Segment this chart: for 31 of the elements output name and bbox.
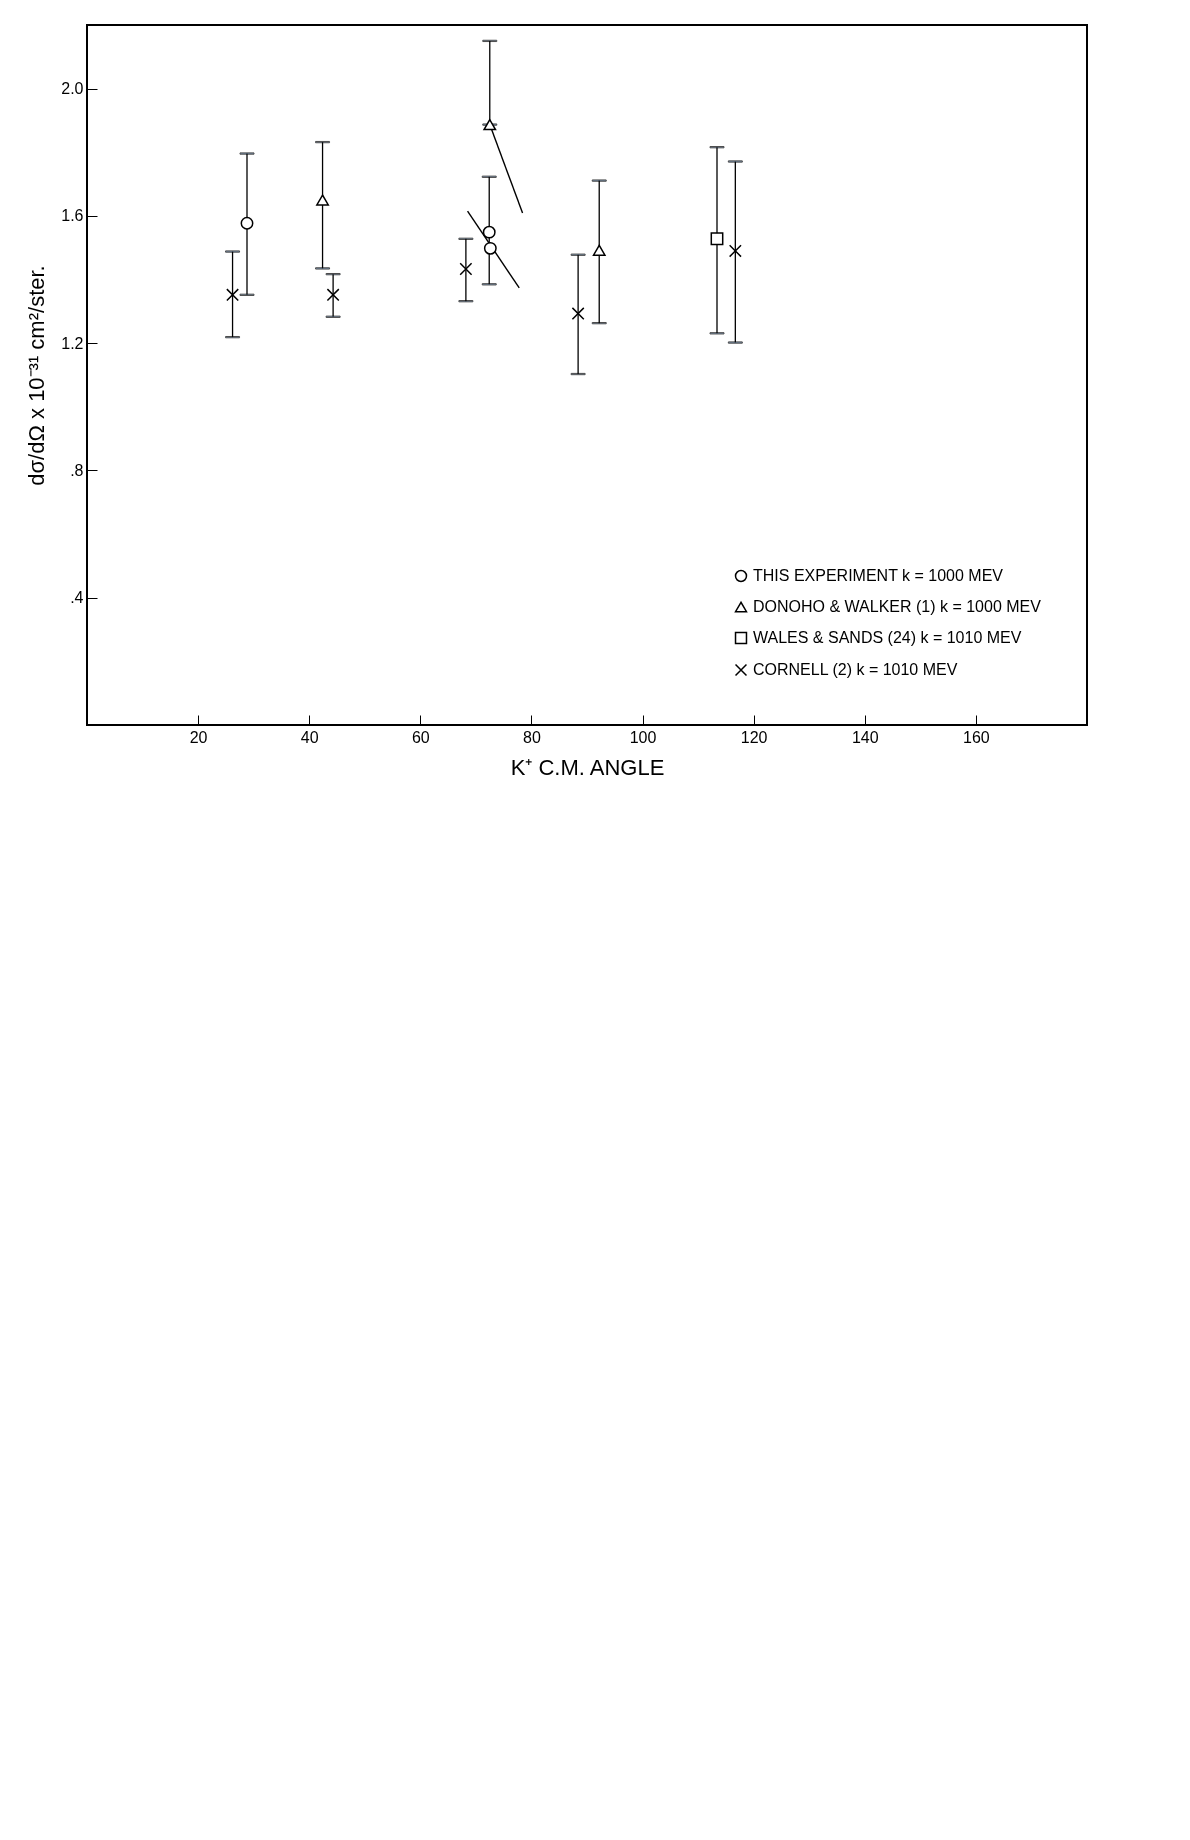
x-tick-label: 60 [411, 728, 430, 746]
y-tick-label: 1.6 [61, 207, 84, 225]
legend-label: THIS EXPERIMENT k = 1000 MEV [753, 567, 1004, 584]
y-tick-label: .4 [70, 589, 84, 607]
legend-label: DONOHO & WALKER (1) k = 1000 MEV [753, 598, 1042, 615]
point [483, 118, 497, 131]
x-tick-label: 120 [740, 728, 768, 746]
y-tick-label: .8 [70, 461, 84, 479]
point [728, 244, 742, 258]
y-tick-label: 1.2 [61, 334, 84, 352]
point [459, 262, 473, 276]
point [240, 216, 254, 230]
point [326, 288, 340, 302]
x-tick-label: 20 [189, 728, 208, 746]
point [482, 225, 496, 239]
x-tick-label: 140 [851, 728, 879, 746]
legend-label: WALES & SANDS (24) k = 1010 MEV [753, 629, 1022, 646]
x-tick-label: 40 [300, 728, 319, 746]
point [710, 232, 724, 246]
legend-label: CORNELL (2) k = 1010 MEV [753, 661, 958, 678]
x-tick-label: 100 [629, 728, 657, 746]
point [483, 241, 497, 255]
point [226, 288, 240, 302]
y-axis-title: dσ/dΩ x 10⁻³¹ cm²/ster. [24, 265, 50, 486]
point [592, 244, 606, 256]
x-tick-label: 160 [963, 728, 990, 746]
x-axis-title: K⁺ C.M. ANGLE [510, 754, 665, 780]
point [316, 194, 330, 206]
y-tick-label: 2.0 [61, 80, 84, 98]
point [571, 307, 585, 321]
x-tick-label: 80 [523, 728, 541, 746]
